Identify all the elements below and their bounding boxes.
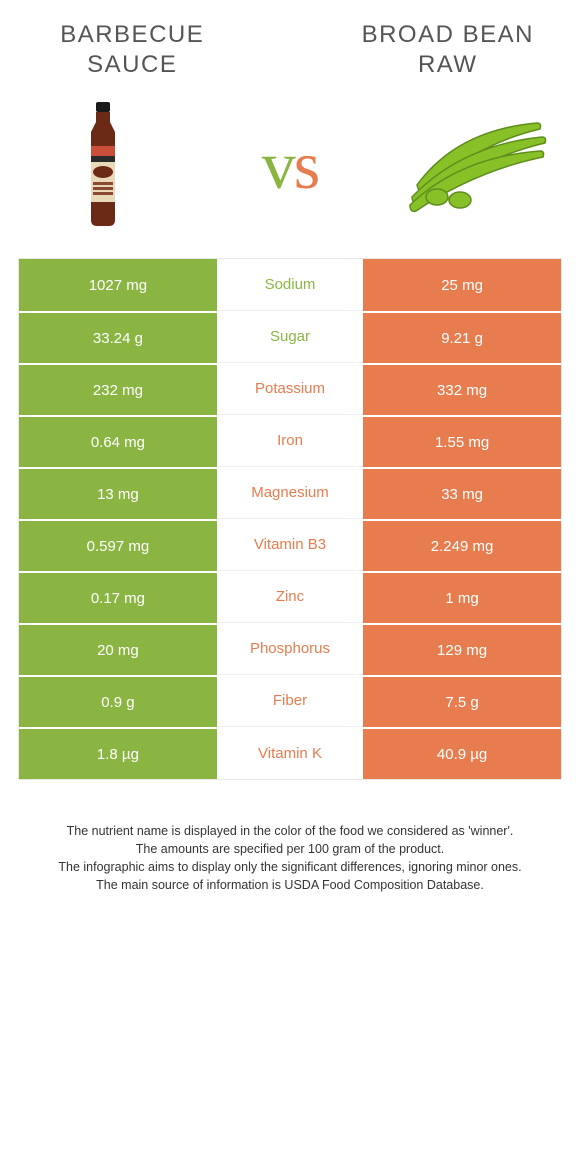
left-food-title: Barbecue sauce [18,20,246,80]
left-value: 20 mg [19,623,217,675]
left-value: 1027 mg [19,259,217,311]
right-value: 7.5 g [363,675,561,727]
right-value: 332 mg [363,363,561,415]
footnote-line: The infographic aims to display only the… [24,858,556,876]
nutrient-row: 0.597 mgVitamin B32.249 mg [19,519,561,571]
nutrient-label: Vitamin K [217,727,363,779]
left-value: 13 mg [19,467,217,519]
nutrient-row: 232 mgPotassium332 mg [19,363,561,415]
nutrient-row: 33.24 gSugar9.21 g [19,311,561,363]
nutrient-label: Sodium [217,259,363,311]
footnote-line: The nutrient name is displayed in the co… [24,822,556,840]
nutrient-label: Zinc [217,571,363,623]
footnote-line: The main source of information is USDA F… [24,876,556,894]
right-food-image [402,100,552,230]
right-value: 129 mg [363,623,561,675]
nutrient-table: 1027 mgSodium25 mg33.24 gSugar9.21 g232 … [18,258,562,780]
nutrient-label: Potassium [217,363,363,415]
right-value: 1.55 mg [363,415,561,467]
right-food-title: Broad bean raw [334,20,562,80]
right-title-col: Broad bean raw [334,20,562,80]
vs-label: vs [262,126,318,205]
nutrient-row: 0.17 mgZinc1 mg [19,571,561,623]
right-value: 25 mg [363,259,561,311]
images-row: vs [18,100,562,230]
right-value: 9.21 g [363,311,561,363]
vs-s-letter: s [294,127,318,203]
nutrient-label: Fiber [217,675,363,727]
broad-beans-icon [402,115,552,215]
vs-v-letter: v [262,127,294,203]
nutrient-row: 0.9 gFiber7.5 g [19,675,561,727]
nutrient-row: 1.8 µgVitamin K40.9 µg [19,727,561,779]
right-value: 2.249 mg [363,519,561,571]
nutrient-row: 13 mgMagnesium33 mg [19,467,561,519]
left-value: 0.64 mg [19,415,217,467]
nutrient-label: Phosphorus [217,623,363,675]
footnote-line: The amounts are specified per 100 gram o… [24,840,556,858]
nutrient-label: Iron [217,415,363,467]
nutrient-row: 0.64 mgIron1.55 mg [19,415,561,467]
right-value: 40.9 µg [363,727,561,779]
left-value: 0.9 g [19,675,217,727]
right-value: 1 mg [363,571,561,623]
left-value: 33.24 g [19,311,217,363]
left-value: 0.597 mg [19,519,217,571]
right-value: 33 mg [363,467,561,519]
nutrient-label: Sugar [217,311,363,363]
nutrient-label: Magnesium [217,467,363,519]
infographic-container: Barbecue sauce Broad bean raw vs [0,0,580,895]
titles-row: Barbecue sauce Broad bean raw [18,20,562,80]
left-value: 232 mg [19,363,217,415]
left-food-image [28,100,178,230]
barbecue-sauce-bottle-icon [73,100,133,230]
nutrient-label: Vitamin B3 [217,519,363,571]
nutrient-row: 20 mgPhosphorus129 mg [19,623,561,675]
left-value: 0.17 mg [19,571,217,623]
footnotes: The nutrient name is displayed in the co… [18,822,562,895]
nutrient-row: 1027 mgSodium25 mg [19,259,561,311]
left-value: 1.8 µg [19,727,217,779]
left-title-col: Barbecue sauce [18,20,246,80]
